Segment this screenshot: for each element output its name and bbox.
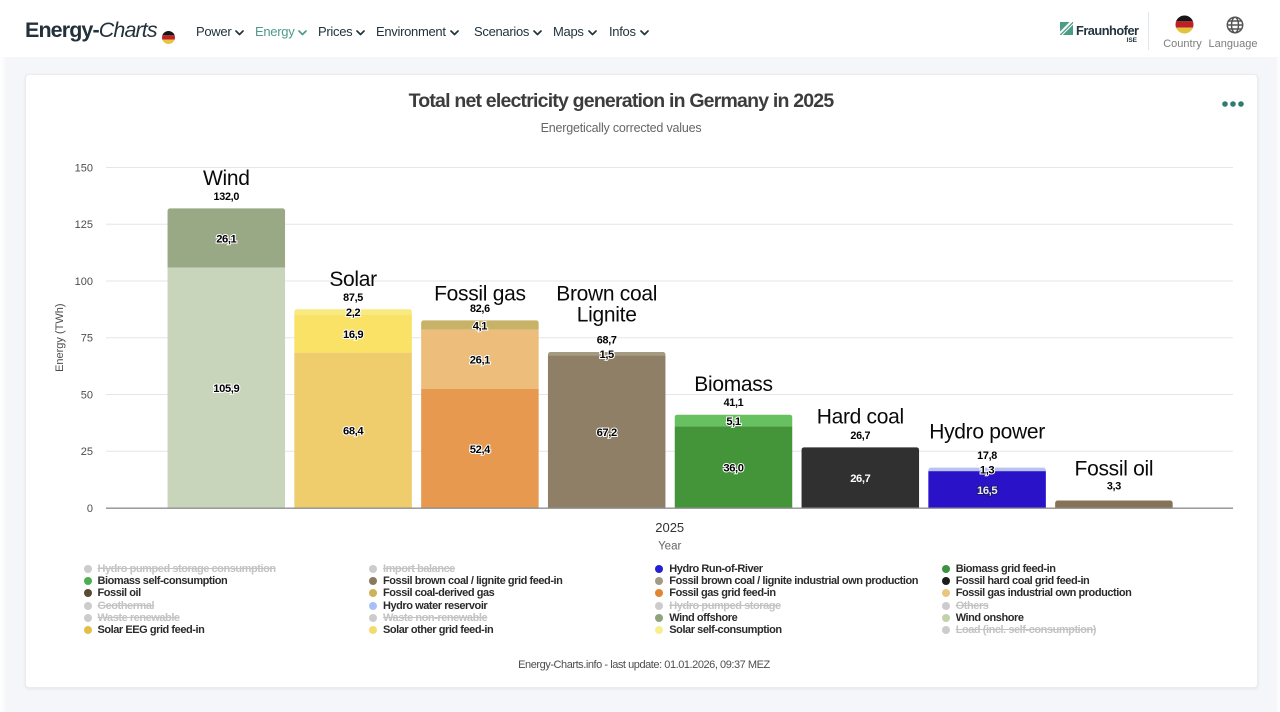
- svg-text:Biomass: Biomass: [694, 373, 772, 396]
- svg-text:2025: 2025: [655, 520, 684, 535]
- svg-text:16,9: 16,9: [343, 329, 363, 341]
- svg-text:68,4: 68,4: [343, 426, 364, 438]
- svg-text:150: 150: [75, 163, 93, 175]
- svg-text:2,2: 2,2: [346, 307, 361, 319]
- svg-text:Solar: Solar: [329, 268, 377, 291]
- svg-text:36,0: 36,0: [723, 462, 743, 474]
- svg-text:0: 0: [87, 503, 93, 515]
- svg-text:41,1: 41,1: [724, 397, 744, 409]
- svg-text:Brown coal: Brown coal: [556, 283, 657, 306]
- svg-text:25: 25: [81, 446, 93, 458]
- svg-text:26,7: 26,7: [850, 473, 870, 485]
- svg-text:Year: Year: [658, 541, 681, 553]
- svg-text:1,5: 1,5: [600, 349, 615, 361]
- svg-text:100: 100: [75, 276, 93, 288]
- svg-text:Fossil oil: Fossil oil: [1075, 458, 1154, 481]
- svg-text:82,6: 82,6: [470, 303, 490, 315]
- svg-text:67,2: 67,2: [597, 427, 617, 439]
- svg-text:105,9: 105,9: [213, 383, 239, 395]
- svg-text:Hard coal: Hard coal: [817, 405, 904, 428]
- svg-text:87,5: 87,5: [343, 292, 363, 304]
- svg-text:26,1: 26,1: [470, 355, 490, 367]
- svg-text:132,0: 132,0: [214, 191, 240, 203]
- svg-text:26,7: 26,7: [850, 430, 870, 442]
- svg-text:5,1: 5,1: [726, 416, 741, 428]
- svg-text:Energy (TWh): Energy (TWh): [54, 303, 66, 371]
- svg-text:Fossil gas: Fossil gas: [434, 282, 526, 305]
- svg-text:16,5: 16,5: [977, 485, 997, 497]
- svg-text:3,3: 3,3: [1107, 481, 1121, 493]
- svg-text:75: 75: [81, 333, 93, 345]
- svg-text:26,1: 26,1: [216, 233, 236, 245]
- svg-text:52,4: 52,4: [470, 444, 491, 456]
- svg-text:125: 125: [75, 219, 93, 231]
- svg-text:Hydro power: Hydro power: [929, 421, 1045, 444]
- svg-text:68,7: 68,7: [597, 335, 617, 347]
- svg-text:17,8: 17,8: [977, 450, 997, 462]
- svg-text:50: 50: [81, 390, 93, 402]
- svg-text:4,1: 4,1: [473, 320, 488, 332]
- svg-text:1,3: 1,3: [980, 465, 995, 477]
- svg-text:Wind: Wind: [203, 167, 250, 190]
- svg-text:Lignite: Lignite: [577, 304, 637, 327]
